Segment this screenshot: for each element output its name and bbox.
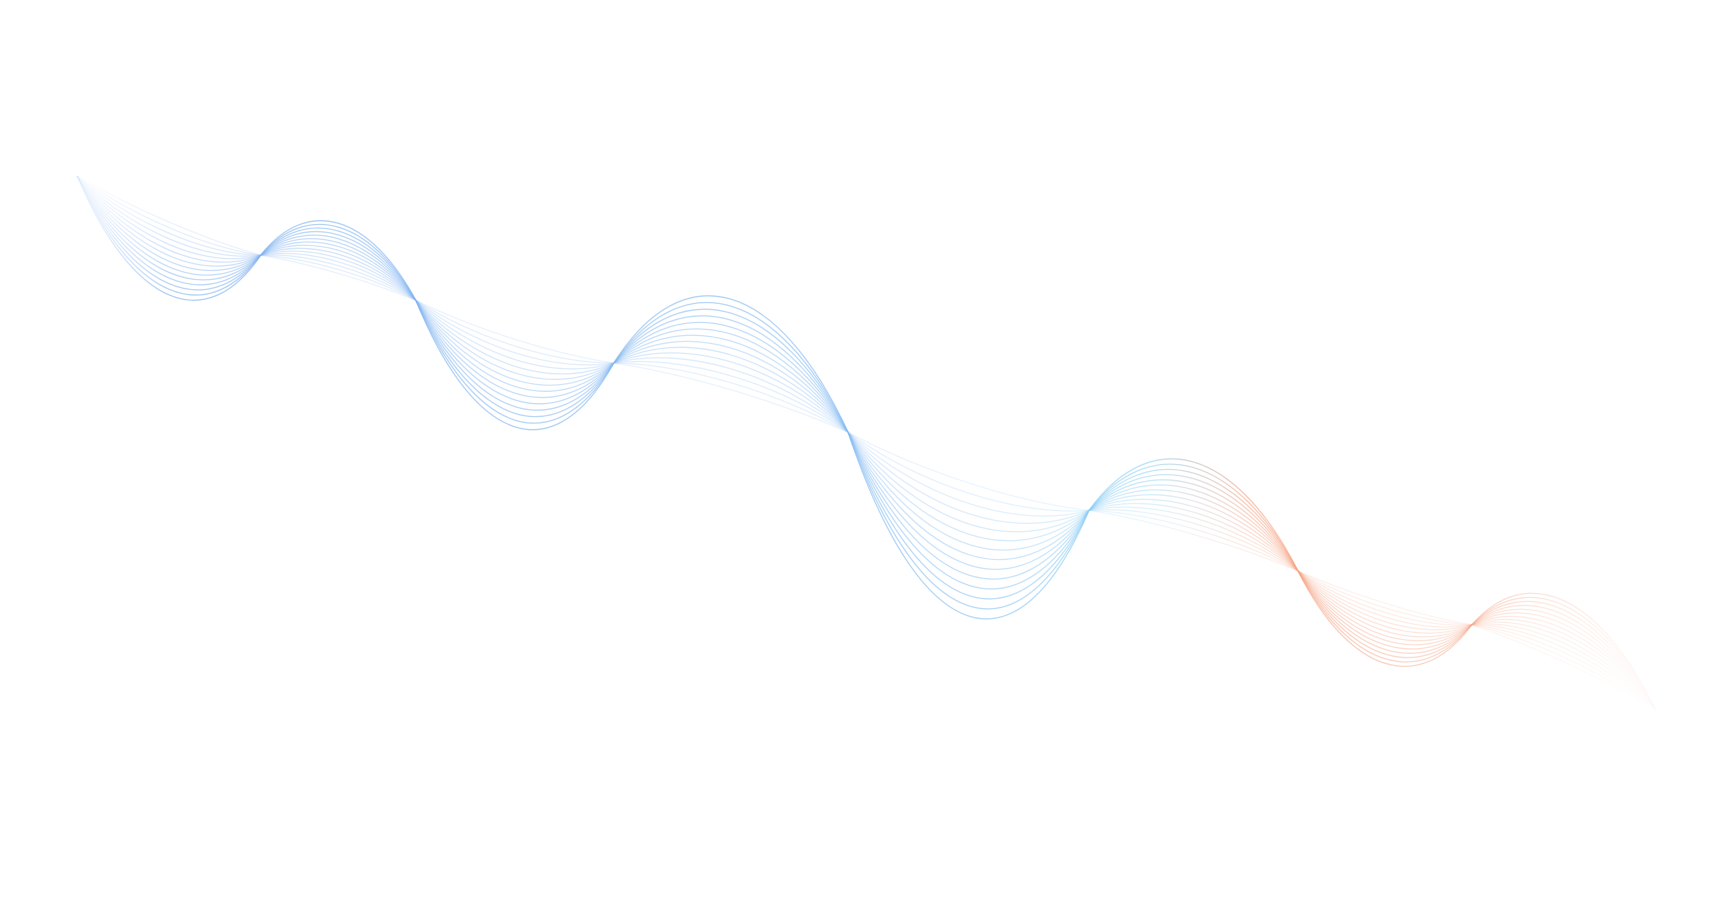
wave-line [76,175,1657,710]
wave-lines-group [76,175,1657,711]
wave-line [76,175,1656,711]
